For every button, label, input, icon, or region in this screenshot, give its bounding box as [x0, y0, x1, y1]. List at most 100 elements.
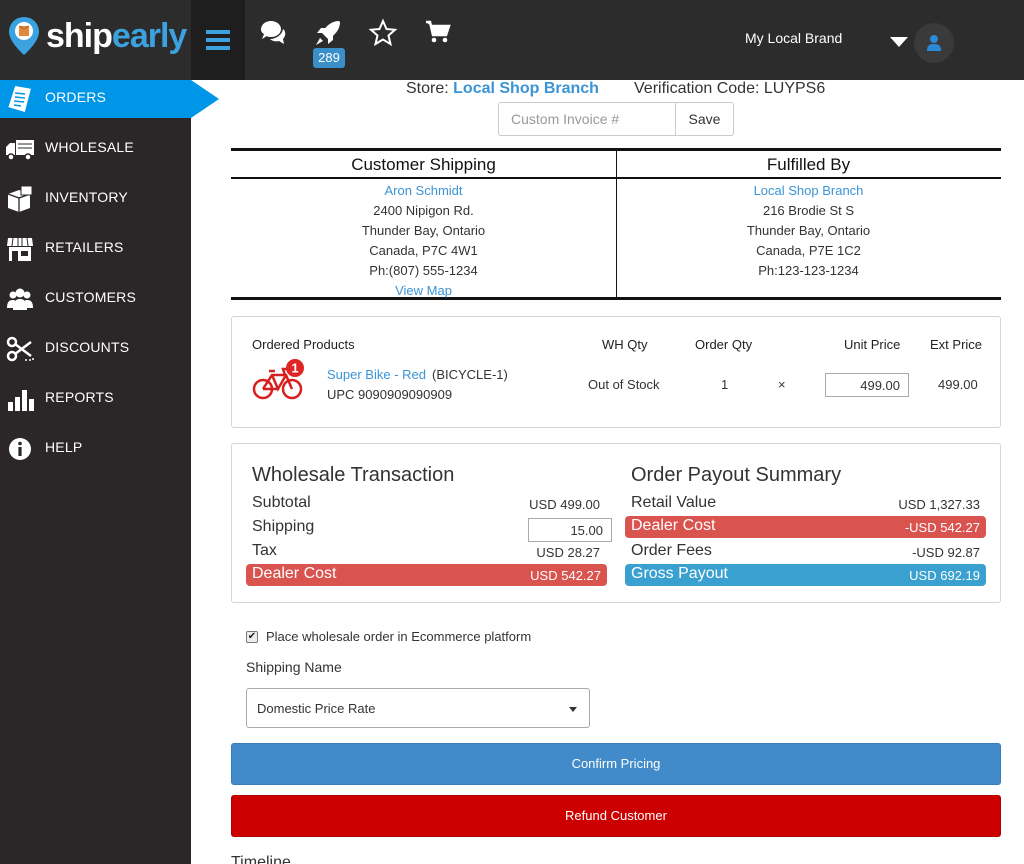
wh-qty-header: WH Qty [602, 337, 648, 352]
fulfiller-address: Local Shop Branch 216 Brodie St S Thunde… [616, 181, 1001, 281]
order-fees-label: Order Fees [631, 542, 712, 559]
brand-dropdown-caret-icon[interactable] [890, 37, 908, 47]
sidebar-item-label: INVENTORY [45, 189, 128, 205]
boxes-icon [7, 185, 33, 212]
sidebar-item-inventory[interactable]: INVENTORY [0, 180, 191, 218]
menu-toggle-button[interactable] [191, 0, 245, 80]
fulfiller-name-link[interactable]: Local Shop Branch [753, 183, 864, 198]
gross-payout-label: Gross Payout [631, 565, 728, 582]
customer-shipping-heading: Customer Shipping [231, 151, 616, 179]
truck-icon [6, 140, 34, 161]
verification-line: Verification Code: LUYPS6 [634, 80, 825, 98]
product-sku: (BICYCLE-1) [432, 367, 508, 382]
sidebar-item-help[interactable]: HELP [0, 430, 191, 468]
order-qty-header: Order Qty [695, 337, 753, 352]
wholesale-transaction-title: Wholesale Transaction [252, 464, 455, 486]
customer-street: 2400 Nipigon Rd. [373, 203, 474, 218]
user-icon [927, 35, 941, 51]
subtotal-value: USD 499.00 [529, 497, 600, 512]
fulfiller-phone: Ph:123-123-1234 [758, 263, 859, 278]
shipping-table: Customer Shipping Fulfilled By Aron Schm… [231, 148, 1001, 300]
fulfiller-country: Canada, P7E 1C2 [756, 243, 861, 258]
fulfiller-street: 216 Brodie St S [762, 203, 855, 218]
gross-payout-row: Gross Payout USD 692.19 [625, 564, 986, 586]
ecommerce-order-checkbox[interactable]: ✔ [246, 631, 258, 643]
customer-address: Aron Schmidt 2400 Nipigon Rd. Thunder Ba… [231, 181, 616, 301]
fulfilled-by-heading: Fulfilled By [616, 151, 1001, 179]
refund-customer-button[interactable]: Refund Customer [231, 795, 1001, 837]
shipearly-logo[interactable]: shipearly [6, 14, 191, 60]
store-line: Store: Local Shop Branch [406, 80, 599, 98]
user-avatar[interactable] [914, 23, 954, 63]
payout-summary-title: Order Payout Summary [631, 464, 842, 486]
confirm-pricing-button[interactable]: Confirm Pricing [231, 743, 1001, 785]
subtotal-label: Subtotal [252, 494, 311, 511]
ordered-products-header: Ordered Products [252, 337, 355, 352]
store-name-link[interactable]: Local Shop Branch [453, 80, 599, 97]
rocket-icon[interactable] [313, 18, 343, 48]
customer-name-link[interactable]: Aron Schmidt [384, 183, 463, 198]
shipping-label: Shipping [252, 518, 315, 535]
ext-price-header: Ext Price [930, 337, 983, 352]
sidebar-item-retailers[interactable]: RETAILERS [0, 230, 191, 268]
users-icon [7, 288, 33, 310]
sidebar-item-label: DISCOUNTS [45, 339, 130, 355]
column-divider [616, 151, 617, 298]
info-icon [9, 438, 31, 460]
transaction-panel: Wholesale Transaction Subtotal USD 499.0… [231, 443, 1001, 603]
view-map-link[interactable]: View Map [395, 283, 452, 298]
tax-label: Tax [252, 542, 277, 559]
customer-country: Canada, P7C 4W1 [369, 243, 478, 258]
shipping-name-select[interactable]: Domestic Price Rate [246, 688, 590, 728]
shipping-name-label: Shipping Name [246, 659, 342, 675]
sidebar-item-wholesale[interactable]: WHOLESALE [0, 130, 191, 168]
customer-phone: Ph:(807) 555-1234 [369, 263, 478, 278]
ordered-products-panel: Ordered Products WH Qty Order Qty Unit P… [231, 316, 1001, 428]
sidebar-item-label: WHOLESALE [45, 139, 134, 155]
tax-value: USD 28.27 [536, 545, 600, 560]
unit-price-input[interactable] [825, 373, 909, 397]
sidebar-item-discounts[interactable]: DISCOUNTS [0, 330, 191, 368]
top-bar: shipearly 289 My Local Brand [0, 0, 1024, 80]
ecommerce-order-label[interactable]: Place wholesale order in Ecommerce platf… [266, 629, 532, 644]
shipping-name-value: Domestic Price Rate [257, 701, 376, 716]
chat-icon[interactable] [258, 18, 288, 48]
payout-dealer-cost-value: -USD 542.27 [904, 520, 980, 535]
brand-name[interactable]: My Local Brand [745, 30, 843, 46]
sidebar-item-orders[interactable]: ORDERS [0, 80, 191, 118]
notification-badge[interactable]: 289 [313, 48, 345, 68]
bicycle-icon: 1 [252, 359, 304, 400]
sidebar-item-reports[interactable]: REPORTS [0, 380, 191, 418]
unit-price-header: Unit Price [844, 337, 901, 352]
sidebar: ORDERS WHOLESALE INVENTORY RETAILERS [0, 80, 191, 864]
location-pin-icon [9, 17, 39, 55]
sidebar-item-label: CUSTOMERS [45, 289, 136, 305]
verification-label: Verification Code: [634, 80, 760, 97]
customer-city: Thunder Bay, Ontario [361, 223, 486, 238]
store-icon [7, 237, 33, 261]
retail-value-label: Retail Value [631, 494, 717, 511]
fulfiller-city: Thunder Bay, Ontario [746, 223, 871, 238]
orders-icon [8, 85, 31, 113]
sidebar-item-customers[interactable]: CUSTOMERS [0, 280, 191, 318]
product-order-qty: 1 [721, 377, 729, 392]
cart-icon[interactable] [423, 18, 453, 48]
dealer-cost-label: Dealer Cost [252, 565, 337, 582]
menu-icon-bar [206, 46, 230, 50]
shipping-amount-input[interactable] [528, 518, 612, 542]
star-icon[interactable] [368, 18, 398, 48]
product-name-link[interactable]: Super Bike - Red [327, 367, 426, 382]
product-qty-badge: 1 [291, 361, 298, 376]
bar-chart-icon [8, 390, 34, 411]
sidebar-item-label: HELP [45, 439, 83, 455]
order-fees-value: -USD 92.87 [912, 545, 980, 560]
gross-payout-value: USD 692.19 [909, 568, 980, 583]
retail-value: USD 1,327.33 [898, 497, 980, 512]
product-wh-qty: Out of Stock [588, 377, 660, 392]
custom-invoice-input[interactable] [498, 102, 676, 136]
chevron-down-icon [569, 707, 577, 712]
payout-dealer-cost-label: Dealer Cost [631, 517, 716, 534]
payout-dealer-cost-row: Dealer Cost -USD 542.27 [625, 516, 986, 538]
save-invoice-button[interactable]: Save [675, 102, 734, 136]
active-item-arrow [191, 80, 219, 118]
